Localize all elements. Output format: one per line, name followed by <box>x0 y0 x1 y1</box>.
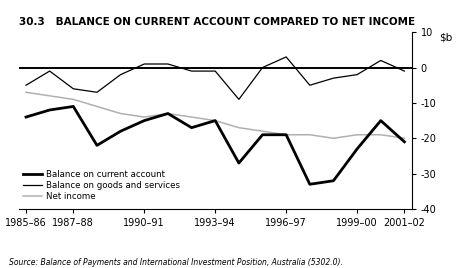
Balance on goods and services <box>331 77 336 80</box>
Balance on goods and services <box>94 91 100 94</box>
Line: Balance on goods and services: Balance on goods and services <box>26 57 404 99</box>
Net income <box>70 98 76 101</box>
Balance on current account <box>165 112 171 115</box>
Balance on goods and services <box>118 73 123 76</box>
Balance on goods and services <box>283 55 289 58</box>
Legend: Balance on current account, Balance on goods and services, Net income: Balance on current account, Balance on g… <box>23 170 180 201</box>
Net income <box>378 133 384 136</box>
Balance on goods and services <box>70 87 76 90</box>
Balance on current account <box>354 147 360 151</box>
Balance on goods and services <box>141 62 147 66</box>
Balance on current account <box>141 119 147 122</box>
Text: Source: Balance of Payments and International Investment Position, Australia (53: Source: Balance of Payments and Internat… <box>9 258 343 267</box>
Balance on current account <box>189 126 194 129</box>
Line: Balance on current account: Balance on current account <box>26 106 404 184</box>
Net income <box>331 137 336 140</box>
Balance on current account <box>331 179 336 182</box>
Net income <box>354 133 360 136</box>
Net income <box>402 137 407 140</box>
Text: 30.3   BALANCE ON CURRENT ACCOUNT COMPARED TO NET INCOME: 30.3 BALANCE ON CURRENT ACCOUNT COMPARED… <box>19 17 415 27</box>
Net income <box>260 130 265 133</box>
Balance on current account <box>260 133 265 136</box>
Balance on goods and services <box>307 84 313 87</box>
Balance on goods and services <box>23 84 29 87</box>
Net income <box>189 116 194 119</box>
Net income <box>283 133 289 136</box>
Balance on current account <box>402 140 407 143</box>
Balance on current account <box>236 161 242 165</box>
Net income <box>94 105 100 108</box>
Balance on goods and services <box>260 66 265 69</box>
Line: Net income: Net income <box>26 92 404 138</box>
Balance on current account <box>283 133 289 136</box>
Balance on current account <box>378 119 384 122</box>
Net income <box>165 112 171 115</box>
Net income <box>118 112 123 115</box>
Balance on goods and services <box>354 73 360 76</box>
Balance on current account <box>307 183 313 186</box>
Net income <box>141 116 147 119</box>
Balance on current account <box>23 116 29 119</box>
Balance on goods and services <box>236 98 242 101</box>
Balance on current account <box>70 105 76 108</box>
Balance on goods and services <box>378 59 384 62</box>
Balance on current account <box>212 119 218 122</box>
Net income <box>23 91 29 94</box>
Net income <box>236 126 242 129</box>
Net income <box>47 94 53 98</box>
Balance on goods and services <box>189 69 194 73</box>
Balance on current account <box>47 108 53 111</box>
Net income <box>212 119 218 122</box>
Text: $b: $b <box>439 32 452 42</box>
Balance on goods and services <box>212 69 218 73</box>
Balance on goods and services <box>47 69 53 73</box>
Balance on goods and services <box>402 69 407 73</box>
Balance on current account <box>94 144 100 147</box>
Balance on goods and services <box>165 62 171 66</box>
Net income <box>307 133 313 136</box>
Balance on current account <box>118 130 123 133</box>
